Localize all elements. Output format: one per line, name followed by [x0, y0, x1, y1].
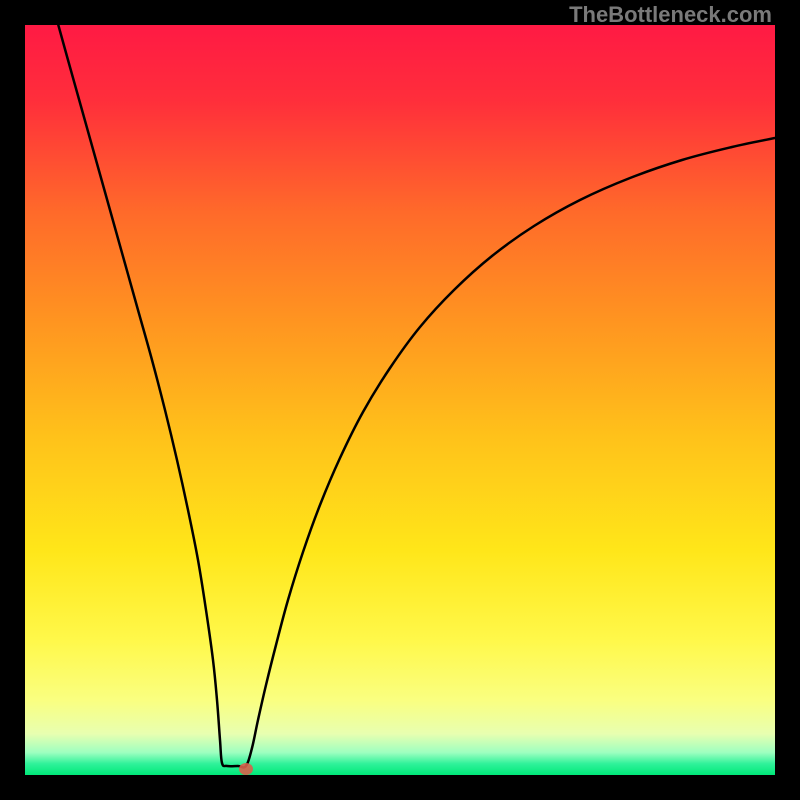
chart-container: TheBottleneck.com: [0, 0, 800, 800]
optimum-marker: [239, 763, 253, 775]
watermark-text: TheBottleneck.com: [569, 2, 772, 28]
bottleneck-curve: [55, 13, 775, 767]
curve-layer: [0, 0, 800, 800]
